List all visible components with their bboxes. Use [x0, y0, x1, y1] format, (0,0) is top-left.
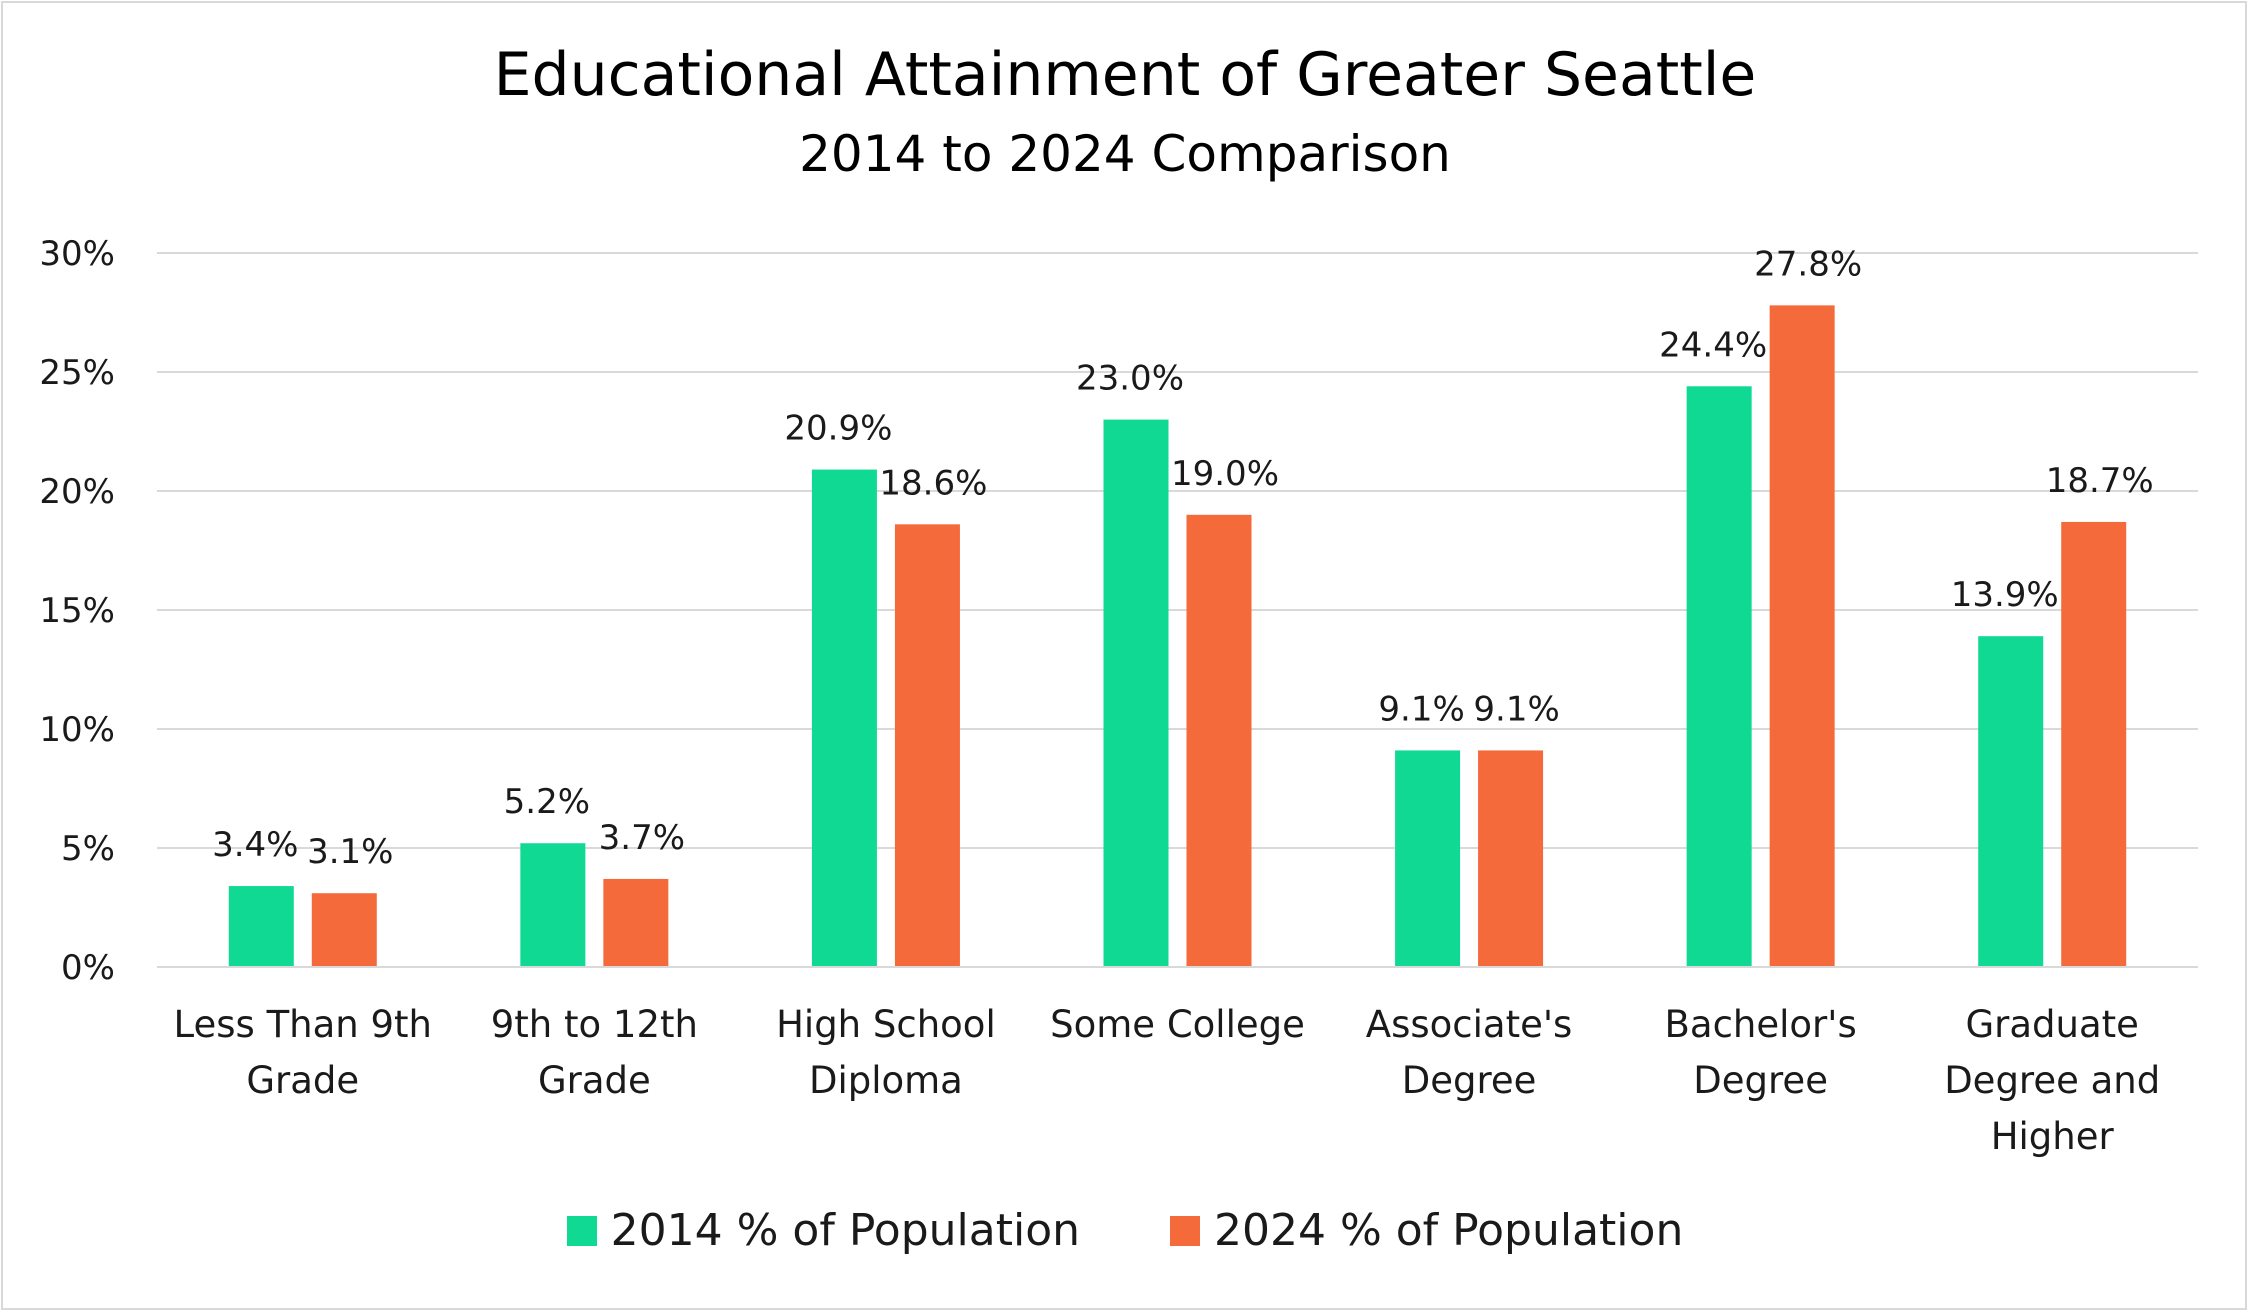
- bar-2024-5: [1769, 305, 1835, 967]
- x-category-label-line: Some College: [1050, 1003, 1305, 1046]
- bar-2014-3: [1103, 419, 1169, 968]
- x-category-label-line: 9th to 12th: [491, 1003, 698, 1046]
- chart-title: Educational Attainment of Greater Seattl…: [493, 40, 1757, 110]
- x-category-label-line: High School: [776, 1003, 996, 1046]
- data-label-2024-0: 3.1%: [307, 832, 393, 872]
- bar-2014-2: [811, 469, 877, 967]
- x-category-label-line: Diploma: [809, 1059, 963, 1102]
- bar-2014-1: [520, 843, 586, 967]
- x-category-label-line: Degree and: [1944, 1059, 2160, 1102]
- x-category-label-line: Graduate: [1965, 1003, 2138, 1046]
- data-label-2024-6: 18.7%: [2046, 461, 2154, 501]
- bar-2024-3: [1186, 514, 1252, 967]
- legend-label-2014: 2014 % of Population: [610, 1205, 1080, 1256]
- x-category-label-line: Higher: [1991, 1115, 2115, 1158]
- legend-swatch-2014: [566, 1215, 597, 1246]
- bar-2014-4: [1395, 750, 1461, 967]
- bar-2024-6: [2061, 521, 2127, 967]
- bar-2014-6: [1978, 636, 2044, 967]
- x-category-label-line: Degree: [1693, 1059, 1828, 1102]
- bar-2024-2: [894, 524, 960, 967]
- y-tick-label-25: 25%: [39, 353, 115, 393]
- x-category-label-line: Grade: [538, 1059, 651, 1102]
- y-tick-label-20: 20%: [39, 472, 115, 512]
- data-label-2014-6: 13.9%: [1951, 575, 2059, 615]
- x-category-label-4: Associate's Degree: [1366, 1003, 1573, 1102]
- bar-2024-0: [311, 893, 377, 967]
- bar-2024-4: [1478, 750, 1544, 967]
- chart-legend: 2014 % of Population 2024 % of Populatio…: [0, 1205, 2250, 1256]
- x-category-label-2: High School Diploma: [776, 1003, 996, 1102]
- data-label-2024-5: 27.8%: [1754, 244, 1862, 284]
- x-category-label-line: Associate's: [1366, 1003, 1573, 1046]
- x-category-label-1: 9th to 12th Grade: [491, 1003, 698, 1102]
- chart-subtitle: 2014 to 2024 Comparison: [799, 125, 1451, 183]
- legend-label-2024: 2024 % of Population: [1214, 1205, 1684, 1256]
- data-label-2024-1: 3.7%: [599, 818, 685, 858]
- bar-2014-5: [1686, 386, 1752, 967]
- legend-item-2014: 2014 % of Population: [566, 1205, 1080, 1256]
- data-label-2014-0: 3.4%: [212, 825, 298, 865]
- x-category-label-3: Some College: [1050, 1003, 1305, 1046]
- y-tick-label-10: 10%: [39, 710, 115, 750]
- y-tick-label-15: 15%: [39, 591, 115, 631]
- data-label-2014-1: 5.2%: [504, 782, 590, 822]
- x-category-label-line: Less Than 9th: [174, 1003, 432, 1046]
- data-label-2024-3: 19.0%: [1171, 454, 1279, 494]
- data-label-2014-2: 20.9%: [784, 409, 892, 449]
- y-tick-label-5: 5%: [61, 829, 115, 869]
- data-label-2024-4: 9.1%: [1473, 689, 1559, 729]
- data-label-2014-3: 23.0%: [1076, 359, 1184, 399]
- data-label-2014-4: 9.1%: [1378, 689, 1464, 729]
- x-category-label-5: Bachelor's Degree: [1665, 1003, 1857, 1102]
- bar-2014-0: [228, 886, 294, 967]
- x-category-label-line: Bachelor's: [1665, 1003, 1857, 1046]
- y-tick-label-30: 30%: [39, 234, 115, 274]
- x-category-label-6: Graduate Degree and Higher: [1944, 1003, 2160, 1158]
- legend-item-2024: 2024 % of Population: [1170, 1205, 1683, 1256]
- bar-2024-1: [603, 878, 669, 967]
- data-label-2014-5: 24.4%: [1659, 325, 1767, 365]
- y-tick-label-0: 0%: [61, 948, 115, 988]
- legend-swatch-2024: [1170, 1215, 1200, 1246]
- data-label-2024-2: 18.6%: [879, 463, 987, 503]
- x-category-label-0: Less Than 9th Grade: [174, 1003, 432, 1102]
- x-category-label-line: Grade: [246, 1059, 359, 1102]
- x-category-label-line: Degree: [1402, 1059, 1537, 1102]
